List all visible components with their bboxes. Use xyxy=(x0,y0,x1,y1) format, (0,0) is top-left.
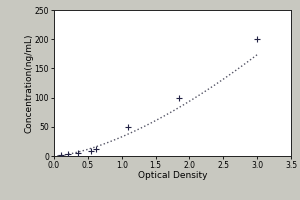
X-axis label: Optical Density: Optical Density xyxy=(138,171,207,180)
Y-axis label: Concentration(ng/mL): Concentration(ng/mL) xyxy=(24,33,33,133)
